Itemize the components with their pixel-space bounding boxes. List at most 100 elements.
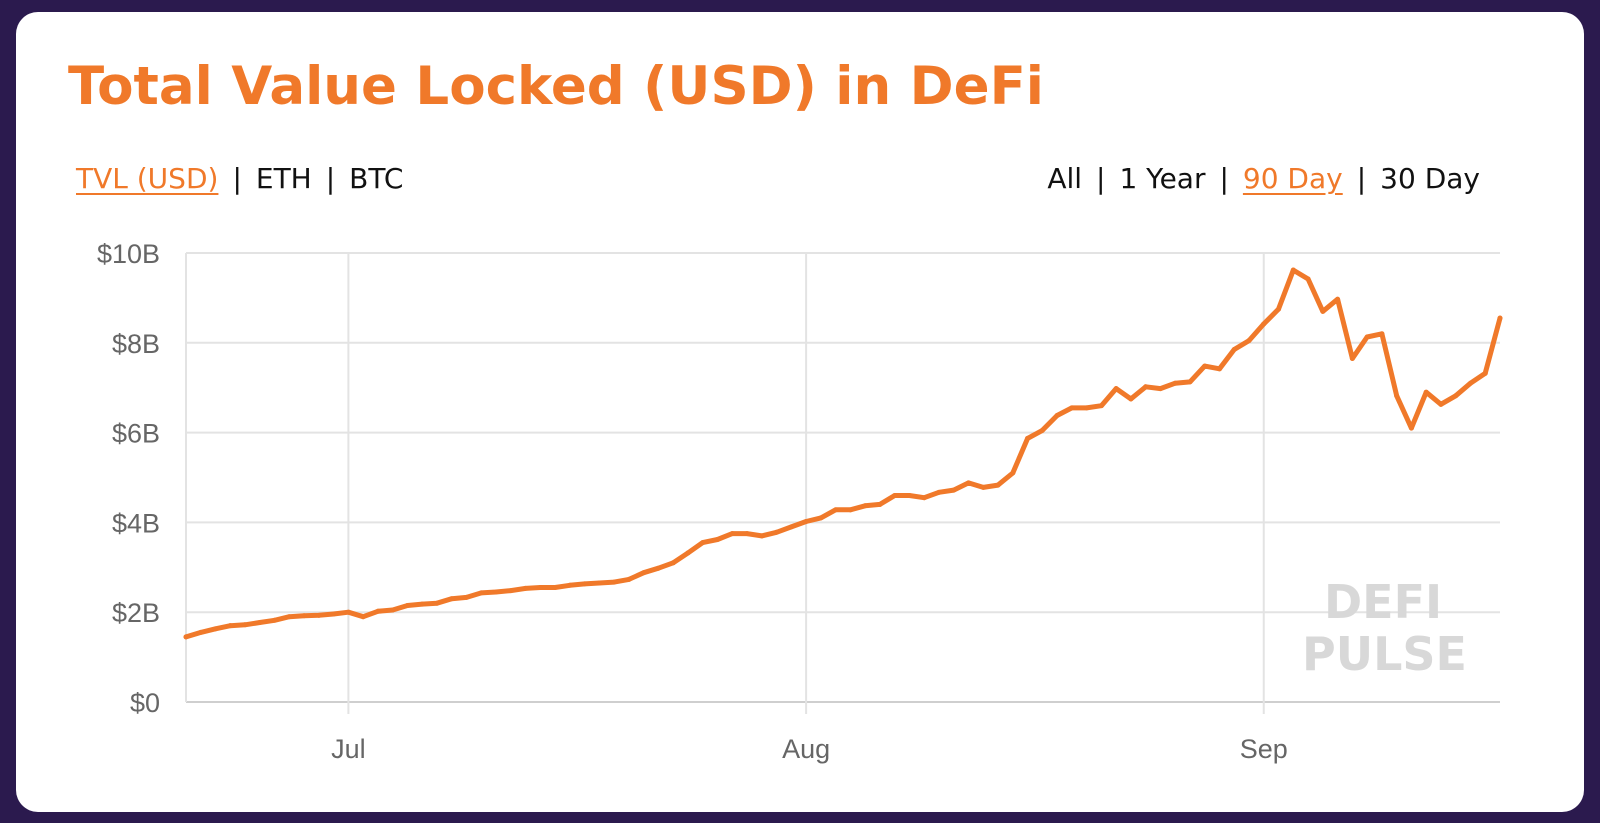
range-1-year[interactable]: 1 Year — [1119, 162, 1206, 195]
watermark-line-1: DEFI — [1324, 575, 1442, 629]
data-point — [375, 608, 381, 614]
data-point — [1202, 363, 1208, 369]
data-point — [1216, 366, 1222, 372]
tab-btc[interactable]: BTC — [349, 162, 404, 195]
data-point — [670, 560, 676, 566]
data-point — [537, 585, 543, 591]
range-all[interactable]: All — [1047, 162, 1083, 195]
data-point — [744, 531, 750, 537]
data-point — [626, 576, 632, 582]
data-point — [980, 484, 986, 490]
y-tick-label: $6B — [112, 419, 160, 449]
data-point — [655, 565, 661, 571]
page-title: Total Value Locked (USD) in DeFi — [68, 56, 1044, 117]
data-point — [1379, 331, 1385, 337]
separator: | — [232, 162, 242, 195]
y-tick-label: $2B — [112, 598, 160, 628]
data-point — [611, 579, 617, 585]
data-point — [508, 588, 514, 594]
data-point — [419, 601, 425, 607]
x-tick-label: Jul — [331, 734, 366, 764]
data-point — [921, 495, 927, 501]
data-point — [847, 507, 853, 513]
separator: | — [1096, 162, 1106, 195]
data-point — [404, 602, 410, 608]
data-point — [1187, 379, 1193, 385]
data-point — [390, 607, 396, 613]
data-point — [1453, 393, 1459, 399]
data-point — [1084, 405, 1090, 411]
range-toggle: All | 1 Year | 90 Day | 30 Day — [1047, 162, 1480, 195]
separator: | — [1219, 162, 1229, 195]
data-point — [1482, 370, 1488, 376]
data-point — [936, 489, 942, 495]
data-point — [493, 589, 499, 595]
data-point — [523, 585, 529, 591]
data-point — [729, 531, 735, 537]
data-point — [1098, 403, 1104, 409]
data-point — [464, 594, 470, 600]
data-point — [1025, 435, 1031, 441]
data-point — [272, 617, 278, 623]
tab-tvl-usd[interactable]: TVL (USD) — [76, 162, 219, 195]
data-point — [198, 629, 204, 635]
data-point — [759, 533, 765, 539]
x-tick-label: Aug — [782, 734, 830, 764]
y-tick-label: $10B — [97, 239, 160, 269]
data-point — [1423, 389, 1429, 395]
data-point — [1157, 386, 1163, 392]
data-point — [1394, 393, 1400, 399]
data-point — [995, 482, 1001, 488]
data-point — [1290, 267, 1296, 273]
data-point — [862, 503, 868, 509]
data-point — [965, 480, 971, 486]
data-point — [1438, 401, 1444, 407]
data-point — [286, 614, 292, 620]
data-point — [552, 585, 558, 591]
data-point — [906, 492, 912, 498]
data-point — [316, 612, 322, 618]
chart-card: Total Value Locked (USD) in DeFi TVL (US… — [16, 12, 1584, 812]
data-point — [1467, 380, 1473, 386]
range-90-day[interactable]: 90 Day — [1242, 162, 1343, 195]
metric-toggle: TVL (USD) | ETH | BTC — [76, 162, 403, 195]
data-point — [596, 580, 602, 586]
data-point — [1276, 306, 1282, 312]
x-tick-label: Sep — [1240, 734, 1288, 764]
data-point — [1172, 380, 1178, 386]
data-point — [1497, 315, 1503, 321]
data-point — [1039, 427, 1045, 433]
data-point — [1335, 296, 1341, 302]
data-point — [1010, 470, 1016, 476]
data-point — [331, 611, 337, 617]
data-point — [1128, 396, 1134, 402]
y-tick-label: $4B — [112, 508, 160, 538]
data-point — [641, 570, 647, 576]
data-point — [1305, 276, 1311, 282]
data-point — [788, 524, 794, 530]
data-point — [227, 623, 233, 629]
data-point — [1261, 321, 1267, 327]
data-point — [951, 487, 957, 493]
data-point — [478, 590, 484, 596]
tab-eth[interactable]: ETH — [255, 162, 312, 195]
data-point — [1054, 413, 1060, 419]
range-30-day[interactable]: 30 Day — [1380, 162, 1480, 195]
data-point — [774, 529, 780, 535]
data-point — [1069, 405, 1075, 411]
data-point — [257, 620, 263, 626]
data-point — [715, 536, 721, 542]
data-point — [803, 519, 809, 525]
data-point — [183, 634, 189, 640]
y-tick-label: $0 — [130, 688, 160, 718]
data-point — [833, 507, 839, 513]
data-point — [1408, 425, 1414, 431]
data-point — [1364, 334, 1370, 340]
data-point — [700, 540, 706, 546]
data-point — [1113, 386, 1119, 392]
watermark-line-2: PULSE — [1302, 627, 1467, 681]
data-point — [685, 550, 691, 556]
tvl-series-line — [183, 267, 1503, 640]
data-point — [892, 492, 898, 498]
